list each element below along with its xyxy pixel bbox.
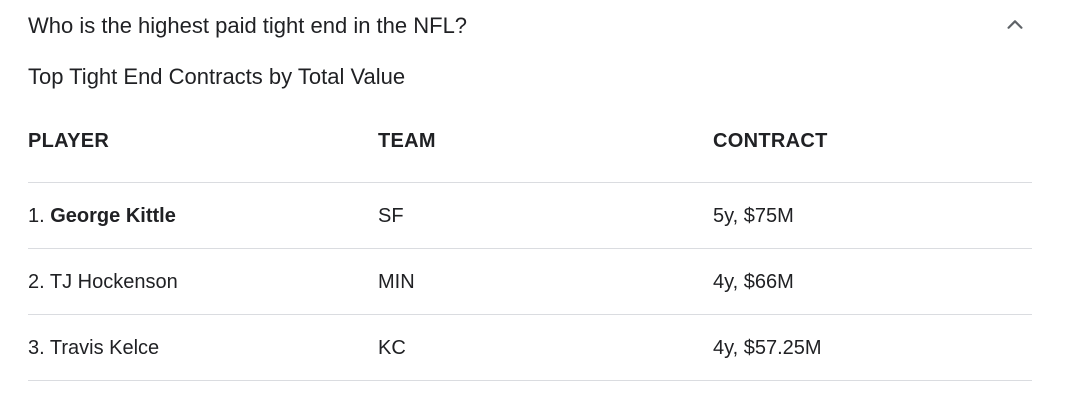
faq-question-header[interactable]: Who is the highest paid tight end in the…	[28, 10, 1040, 42]
player-name: Travis Kelce	[49, 337, 160, 359]
table-row: 2. TJ Hockenson MIN 4y, $66M	[28, 249, 1032, 315]
table-title: Top Tight End Contracts by Total Value	[28, 64, 406, 89]
player-rank: 3.	[28, 337, 45, 359]
team-cell: SF	[378, 205, 404, 227]
player-cell: 1. George Kittle	[28, 204, 176, 228]
table-row: 1. George Kittle SF 5y, $75M	[28, 183, 1032, 249]
column-header-team: TEAM	[378, 130, 436, 152]
player-rank: 2.	[28, 271, 45, 293]
team-cell: MIN	[378, 271, 415, 293]
contracts-table: PLAYER TEAM CONTRACT 1. George Kittle SF…	[28, 115, 1032, 381]
player-name: TJ Hockenson	[49, 271, 178, 293]
column-header-contract: CONTRACT	[713, 130, 828, 152]
contract-cell: 5y, $75M	[713, 205, 794, 227]
table-row: 3. Travis Kelce KC 4y, $57.25M	[28, 315, 1032, 381]
player-rank: 1.	[28, 205, 45, 227]
chevron-up-icon[interactable]	[1004, 14, 1026, 36]
contract-cell: 4y, $66M	[713, 271, 794, 293]
player-cell: 2. TJ Hockenson	[28, 270, 178, 294]
contract-cell: 4y, $57.25M	[713, 337, 822, 359]
column-header-player: PLAYER	[28, 130, 110, 152]
table-header-row: PLAYER TEAM CONTRACT	[28, 115, 1032, 183]
player-name: George Kittle	[50, 205, 176, 227]
team-cell: KC	[378, 337, 406, 359]
faq-question-text[interactable]: Who is the highest paid tight end in the…	[28, 13, 468, 38]
player-cell: 3. Travis Kelce	[28, 336, 159, 360]
